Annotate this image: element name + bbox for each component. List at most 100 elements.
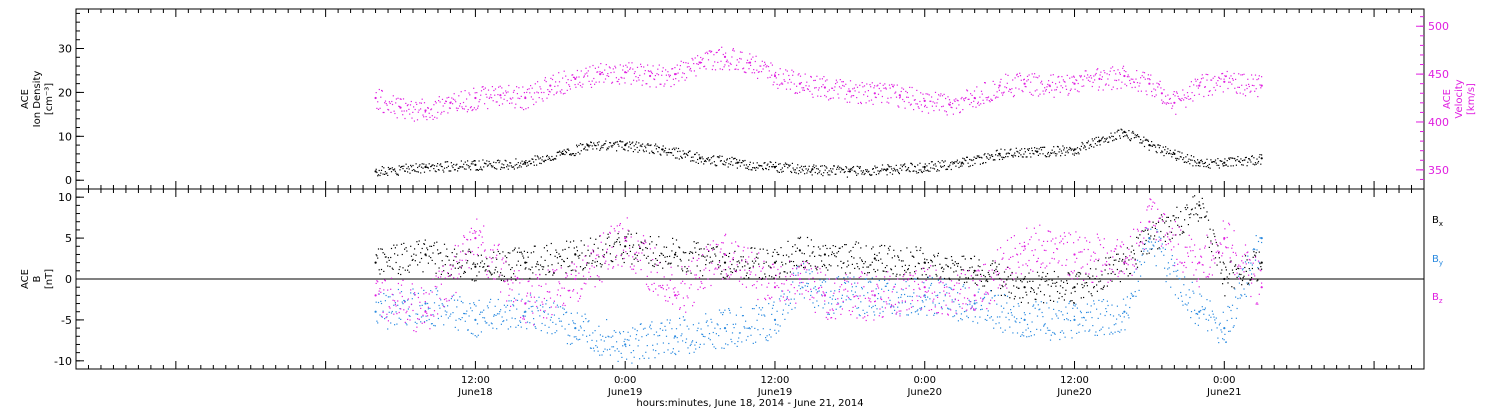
- velocity-texture-dot: [499, 85, 501, 87]
- ion-density-texture-dot: [982, 162, 984, 164]
- ion-density-texture-dot: [597, 144, 599, 146]
- by-texture-dot: [488, 324, 490, 326]
- ion-density-texture-dot: [553, 158, 555, 160]
- velocity-texture-dot: [851, 95, 853, 97]
- by-texture-dot: [407, 308, 409, 310]
- velocity-texture-dot: [767, 66, 770, 68]
- velocity-texture-dot: [704, 52, 706, 54]
- ion-density-texture-dot: [603, 143, 605, 145]
- velocity-texture-dot: [1194, 78, 1196, 80]
- by-texture-dot: [951, 299, 953, 301]
- by-texture-dot: [396, 323, 398, 325]
- by-texture-dot: [473, 302, 475, 304]
- by-texture-dot: [906, 314, 908, 316]
- velocity-texture-dot: [823, 76, 825, 78]
- by-texture-dot: [1186, 304, 1188, 306]
- velocity-texture-dot: [1255, 88, 1257, 90]
- by-texture-dot: [485, 322, 487, 324]
- ion-density-texture-dot: [745, 164, 748, 166]
- by-texture-dot: [416, 322, 418, 325]
- bx-texture-dot: [784, 271, 786, 273]
- bx-point: [624, 245, 627, 248]
- velocity-texture-dot: [506, 100, 508, 102]
- velocity-texture-dot: [508, 84, 510, 87]
- bz-texture-dot: [375, 282, 377, 284]
- ion-density-texture-dot: [805, 168, 807, 170]
- bx-texture-dot: [686, 268, 688, 270]
- ion-density-texture-dot: [755, 169, 757, 171]
- velocity-texture-dot: [746, 62, 748, 64]
- velocity-texture-dot: [846, 93, 848, 95]
- velocity-texture-dot: [1011, 88, 1013, 90]
- by-texture-dot: [1122, 312, 1124, 314]
- ion-density-texture-dot: [1112, 135, 1114, 138]
- by-texture-dot: [497, 298, 499, 301]
- bx-texture-dot: [629, 250, 631, 252]
- bx-texture-dot: [736, 261, 738, 263]
- by-texture-dot: [1123, 316, 1125, 318]
- by-texture-dot: [600, 339, 602, 341]
- by-texture-dot: [760, 309, 762, 311]
- ion-density-texture-dot: [599, 149, 601, 151]
- velocity-texture-dot: [1077, 82, 1079, 85]
- bx-texture-dot: [791, 253, 793, 255]
- velocity-texture-dot: [1075, 79, 1077, 81]
- by-texture-dot: [406, 324, 408, 326]
- ion-density-texture-dot: [1216, 164, 1218, 166]
- by-texture-dot: [402, 303, 404, 305]
- ion-density-texture-dot: [883, 168, 885, 170]
- by-texture-dot: [1014, 320, 1016, 322]
- by-texture-dot: [961, 319, 963, 321]
- bx-texture-dot: [883, 270, 885, 272]
- by-texture-dot: [610, 336, 612, 338]
- by-texture-dot: [1169, 273, 1171, 275]
- by-texture-dot: [502, 320, 504, 323]
- ion-density-texture-dot: [844, 171, 846, 173]
- ion-density-texture-dot: [1007, 156, 1009, 158]
- bx-texture-dot: [434, 263, 436, 265]
- by-texture-dot: [860, 301, 862, 303]
- by-texture-dot: [981, 308, 983, 310]
- ion-density-texture-dot: [1254, 162, 1257, 164]
- ion-density-texture-dot: [463, 168, 466, 170]
- by-texture-dot: [560, 320, 562, 322]
- velocity-texture-dot: [913, 109, 915, 111]
- velocity-texture-dot: [899, 96, 901, 98]
- by-texture-dot: [705, 313, 707, 315]
- bx-texture-dot: [493, 272, 495, 274]
- bx-texture-dot: [798, 265, 800, 267]
- by-texture-dot: [526, 321, 529, 323]
- by-texture-dot: [1043, 325, 1045, 327]
- bx-texture-dot: [1231, 269, 1234, 271]
- by-texture-dot: [965, 310, 967, 312]
- bx-texture-dot: [612, 245, 615, 248]
- ion-density-texture-dot: [769, 161, 771, 163]
- bx-texture-dot: [788, 256, 790, 258]
- ion-density-texture-dot: [542, 156, 544, 158]
- ion-density-texture-dot: [611, 146, 613, 148]
- velocity-texture-dot: [1201, 74, 1203, 76]
- velocity-texture-dot: [665, 69, 667, 71]
- ion-density-texture-dot: [750, 169, 752, 171]
- bx-texture-dot: [851, 263, 853, 265]
- by-texture-dot: [400, 318, 402, 320]
- ion-density-texture-dot: [399, 169, 401, 171]
- ion-density-texture-dot: [502, 167, 504, 169]
- by-point: [773, 318, 777, 321]
- ion-density-texture-dot: [953, 162, 955, 164]
- velocity-texture-dot: [376, 107, 378, 109]
- ion-density-texture-dot: [1244, 159, 1246, 161]
- by-texture-dot: [718, 335, 720, 337]
- by-texture-dot: [793, 298, 795, 300]
- by-texture-dot: [662, 342, 664, 344]
- bx-texture-dot: [831, 253, 833, 256]
- by-texture-dot: [621, 356, 623, 358]
- velocity-texture-dot: [556, 91, 558, 93]
- by-texture-dot: [837, 276, 840, 278]
- bx-texture-dot: [508, 264, 510, 266]
- velocity-texture-dot: [1071, 76, 1073, 78]
- ion-density-texture-dot: [856, 174, 858, 176]
- ion-density-texture-dot: [778, 163, 780, 165]
- velocity-texture-dot: [1025, 86, 1027, 88]
- ion-density-texture-dot: [985, 162, 987, 164]
